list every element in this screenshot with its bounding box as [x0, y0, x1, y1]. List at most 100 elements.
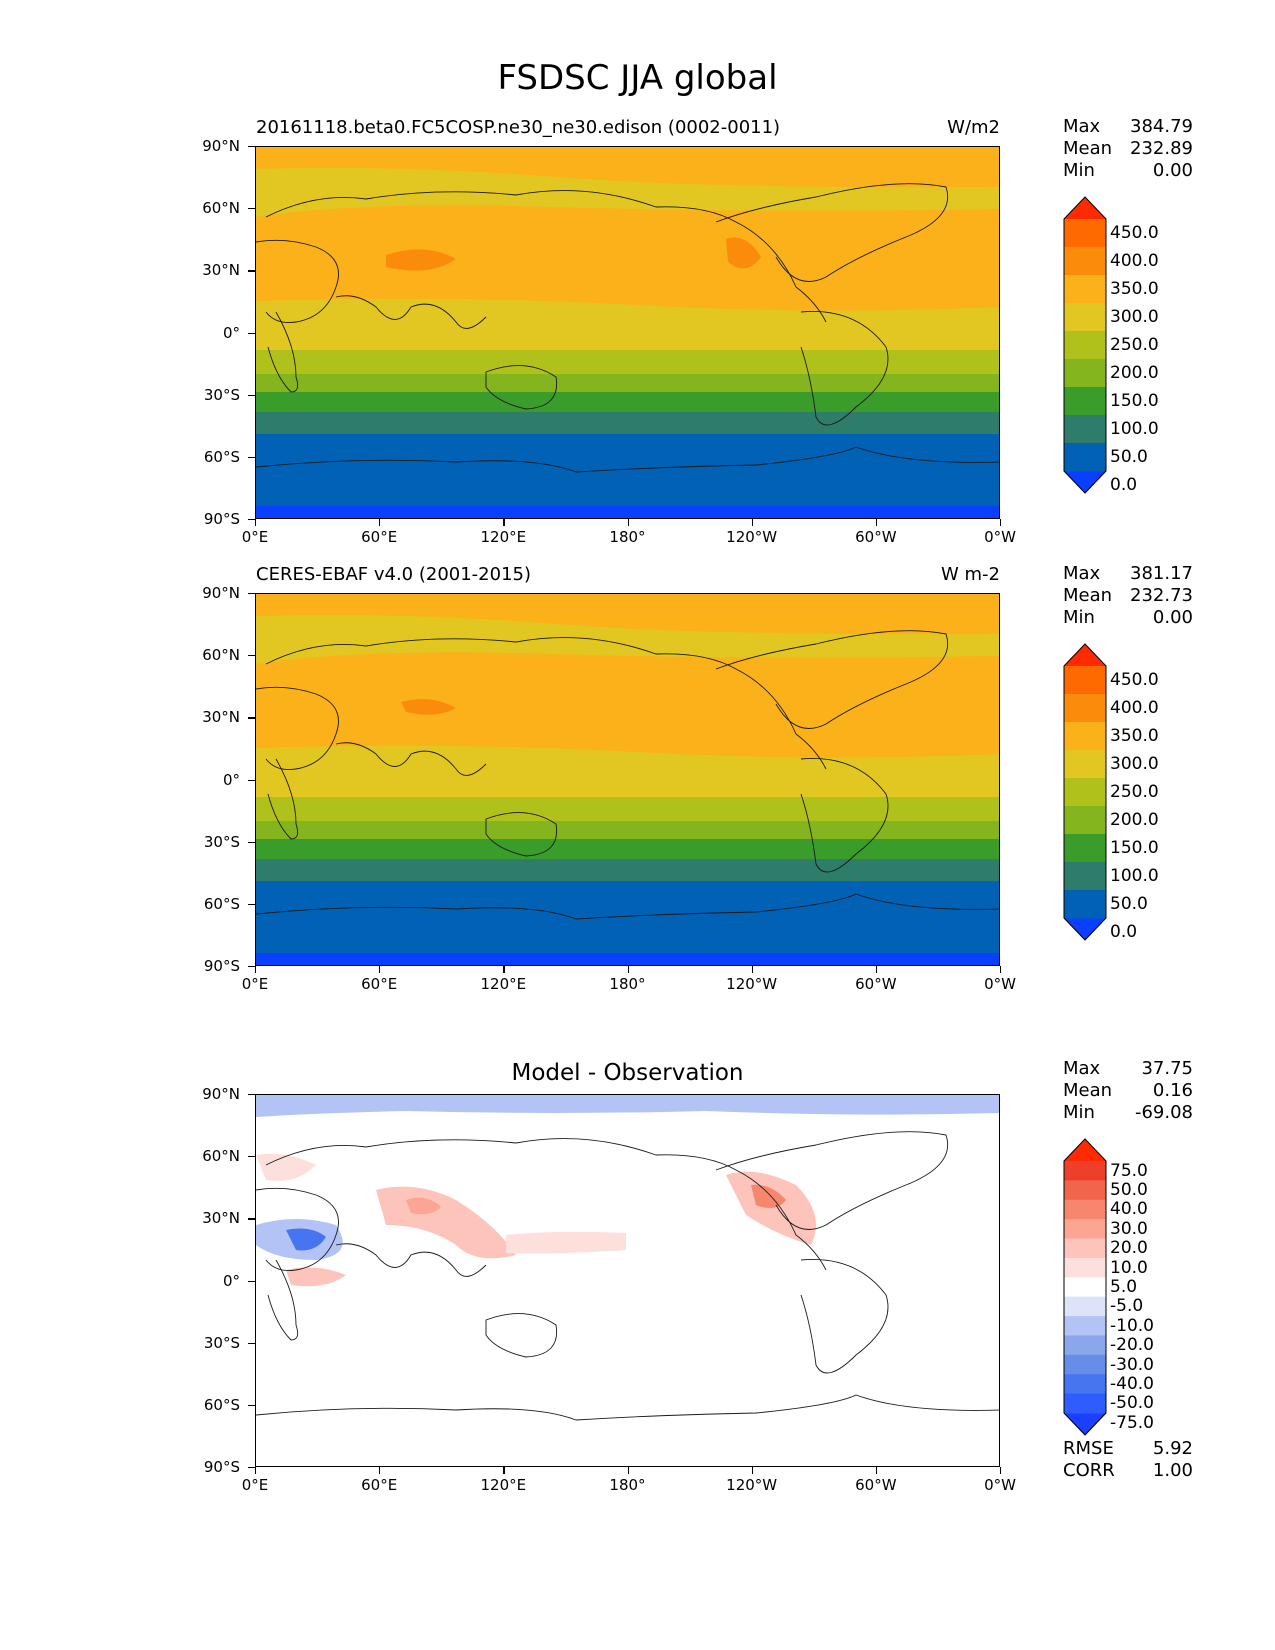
colorbar — [1063, 1138, 1107, 1436]
colorbar-segment — [1064, 1219, 1106, 1240]
lat-tick-mark — [248, 841, 255, 843]
lon-tick-mark — [875, 966, 878, 973]
lat-tick-label: 30°S — [203, 1333, 240, 1352]
lon-tick-label: 0°W — [984, 975, 1016, 993]
colorbar-tick-label: 250.0 — [1110, 335, 1159, 355]
colorbar-segment — [1064, 1393, 1106, 1414]
colorbar-segment — [1064, 1180, 1106, 1201]
lat-tick-mark — [248, 208, 255, 210]
colorbar-tick-label: -10.0 — [1110, 1315, 1154, 1336]
colorbar-tick-label: 200.0 — [1110, 810, 1159, 830]
lat-tick-mark — [248, 779, 255, 781]
colorbar-segment — [1064, 1161, 1106, 1181]
lon-tick-label: 120°W — [726, 1476, 778, 1494]
lon-tick-label: 180° — [609, 1476, 646, 1494]
colorbar-segment — [1064, 1316, 1106, 1336]
lat-tick-label: 30°N — [202, 261, 240, 280]
lon-tick-label: 0°E — [241, 975, 269, 993]
lon-tick-mark — [503, 519, 505, 526]
colorbar-tick-label: 0.0 — [1110, 922, 1138, 942]
colorbar-segment — [1064, 443, 1106, 472]
lon-tick-mark — [503, 966, 505, 973]
lon-tick-mark — [627, 519, 629, 526]
metric-label: RMSE — [1063, 1438, 1114, 1459]
lat-tick-label: 0° — [222, 770, 240, 789]
colorbar — [1063, 196, 1107, 494]
colorbar-segment — [1064, 694, 1106, 723]
colorbar-segment — [1064, 1374, 1106, 1395]
lon-tick-mark — [751, 1467, 753, 1474]
lat-tick-label: 60°N — [202, 199, 240, 218]
lon-tick-mark — [255, 966, 257, 973]
colorbar-segment — [1064, 806, 1106, 835]
colorbar-tick-label: -20.0 — [1110, 1335, 1154, 1356]
lon-tick-label: 60°E — [361, 1476, 398, 1494]
lon-tick-label: 120°W — [726, 528, 778, 546]
coastlines — [256, 1131, 999, 1421]
stat-label: Mean — [1063, 1080, 1113, 1101]
lon-tick-mark — [751, 519, 753, 526]
map-model-svg — [256, 147, 999, 518]
colorbar — [1063, 643, 1107, 941]
lon-tick-mark — [379, 519, 381, 526]
lat-tick-mark — [248, 1467, 255, 1469]
lat-tick-label: 60°S — [203, 894, 240, 913]
colorbar-tick-label: -75.0 — [1110, 1412, 1154, 1433]
colorbar-tick-label: 5.0 — [1110, 1277, 1138, 1297]
colorbar-segment — [1064, 862, 1106, 891]
stat-min: 0.00 — [1152, 607, 1193, 628]
lon-tick-label: 0°W — [984, 528, 1016, 546]
colorbar-tick-label: 450.0 — [1110, 223, 1159, 243]
lat-tick-mark — [248, 717, 255, 719]
map-model — [255, 146, 1000, 519]
colorbar-segment — [1064, 890, 1106, 919]
stat-min: -69.08 — [1134, 1102, 1193, 1123]
map-observation — [255, 593, 1000, 966]
colorbar-tick-label: 50.0 — [1110, 447, 1148, 467]
colorbar-tick-label: 250.0 — [1110, 782, 1159, 802]
lon-tick-label: 180° — [609, 975, 646, 993]
lon-tick-label: 120°E — [480, 975, 527, 993]
colorbar-tick-label: 20.0 — [1110, 1238, 1148, 1259]
lon-tick-mark — [255, 519, 257, 526]
colorbar-outline — [1063, 1138, 1107, 1436]
lat-tick-mark — [248, 966, 255, 968]
map-observation-svg — [256, 594, 999, 965]
colorbar-segment — [1064, 219, 1106, 248]
colorbar-tick-label: 450.0 — [1110, 670, 1159, 690]
stat-label: Min — [1063, 607, 1095, 628]
lat-tick-label: 60°N — [202, 1147, 240, 1166]
colorbar-segment — [1064, 1257, 1106, 1278]
lon-tick-mark — [627, 1467, 629, 1474]
lat-tick-mark — [248, 146, 255, 148]
colorbar-segment — [1064, 247, 1106, 276]
lat-tick-mark — [248, 655, 255, 657]
lon-tick-label: 60°E — [361, 975, 398, 993]
lon-tick-mark — [875, 519, 878, 526]
colorbar-tick-label: 300.0 — [1110, 307, 1159, 327]
colorbar-tick-label: -40.0 — [1110, 1373, 1154, 1394]
lat-tick-label: 90°S — [203, 1458, 240, 1476]
lat-tick-label: 90°N — [202, 1085, 240, 1103]
lon-tick-mark — [1000, 519, 1002, 526]
panel-title-left: CERES-EBAF v4.0 (2001-2015) — [256, 564, 532, 585]
lon-tick-label: 60°E — [361, 528, 398, 546]
lat-tick-mark — [248, 332, 255, 334]
colorbar-tick-label: 400.0 — [1110, 698, 1159, 718]
colorbar-tick-label: 100.0 — [1110, 866, 1159, 886]
colorbar-outline — [1063, 196, 1107, 494]
lat-tick-label: 90°N — [202, 137, 240, 155]
stat-min: 0.00 — [1152, 160, 1193, 181]
colorbar-tick-label: 150.0 — [1110, 838, 1159, 858]
lon-tick-label: 0°W — [984, 1476, 1016, 1494]
colorbar-segment — [1064, 303, 1106, 332]
lat-tick-mark — [248, 1156, 255, 1158]
colorbar-segment — [1064, 415, 1106, 444]
colorbar-segment — [1064, 1238, 1106, 1259]
lat-tick-label: 0° — [222, 323, 240, 342]
coastlines — [256, 630, 999, 920]
stat-max: 37.75 — [1141, 1058, 1193, 1079]
colorbar-segment — [1064, 1199, 1106, 1220]
colorbar-segment — [1064, 834, 1106, 863]
metric-rmse: 5.92 — [1152, 1438, 1193, 1459]
